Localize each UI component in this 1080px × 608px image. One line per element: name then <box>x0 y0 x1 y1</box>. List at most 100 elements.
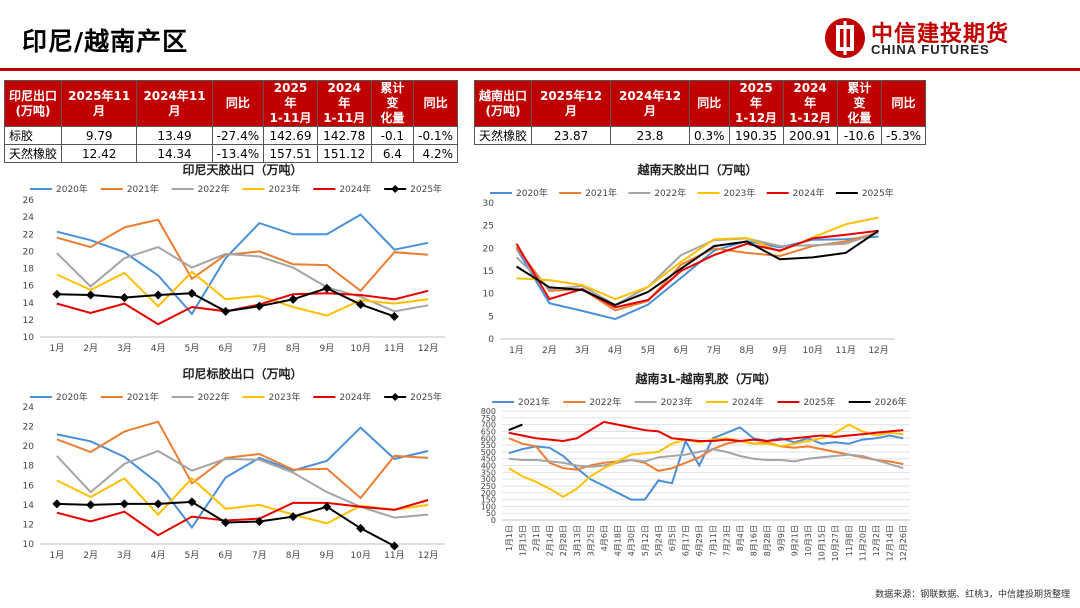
y-tick-label: 800 <box>481 407 496 416</box>
legend-label: 2024年 <box>732 396 764 408</box>
x-tick-label: 7月 <box>252 550 267 561</box>
y-tick-label: 16 <box>23 481 35 491</box>
data-point-marker <box>119 293 129 303</box>
legend-label: 2023年 <box>269 391 301 403</box>
vietnam-natural-rubber-export-chart: 越南天胶出口（万吨） 2020年 2021年 2022年 2023年 2024年 2025年… <box>483 162 895 356</box>
x-tick-label: 7月23日 <box>722 525 731 556</box>
table-cell: 151.12 <box>316 144 372 163</box>
legend-label: 2025年 <box>410 391 442 403</box>
vietnam-export-table: 越南出口 (万吨) 2025年12月 2024年12月 同比 2025年 1-12月 2024… <box>473 80 926 145</box>
data-source-note: 数据来源：钢联数据、红桃3，中信建投期货整理 <box>875 590 1070 600</box>
data-point-marker <box>52 499 62 509</box>
table-cell: 9.79 <box>61 126 138 145</box>
x-tick-label: 12月2日 <box>872 525 881 556</box>
legend-label: 2022年 <box>198 391 230 403</box>
x-tick-label: 2月14日 <box>546 525 555 556</box>
citic-logo-icon <box>825 18 865 58</box>
x-tick-label: 10月 <box>350 343 370 354</box>
x-tick-label: 3月25日 <box>586 525 595 556</box>
x-tick-label: 4月30日 <box>627 525 636 556</box>
y-tick-label: 700 <box>481 421 496 430</box>
x-tick-label: 1月 <box>50 343 65 354</box>
y-tick-label: 14 <box>23 299 35 309</box>
x-tick-label: 6月17日 <box>682 525 691 556</box>
x-tick-label: 4月 <box>151 550 166 561</box>
data-point-marker <box>221 306 231 316</box>
table-cell: -27.4% <box>211 126 265 145</box>
table-header-cell: 2024年12月 <box>610 80 691 127</box>
data-point-marker <box>356 523 366 533</box>
series-line <box>56 270 429 317</box>
y-tick-label: 18 <box>23 265 35 275</box>
x-tick-label: 9月 <box>320 550 335 561</box>
x-tick-label: 5月24日 <box>654 525 663 556</box>
x-tick-label: 6月5日 <box>668 525 677 551</box>
data-point-marker <box>389 311 399 321</box>
table-header-cell: 2024年 1-12月 <box>782 80 838 127</box>
y-tick-label: 600 <box>481 434 496 443</box>
y-tick-label: 5 <box>488 312 494 322</box>
x-tick-label: 6月 <box>218 550 233 561</box>
table-header-cell: 同比 <box>881 80 926 127</box>
x-tick-label: 11月 <box>384 550 404 561</box>
x-tick-label: 12月26日 <box>899 525 908 561</box>
y-tick-label: 24 <box>23 403 35 413</box>
data-point-marker <box>389 541 399 551</box>
x-tick-label: 6月 <box>674 345 689 356</box>
y-tick-label: 26 <box>23 196 35 206</box>
y-tick-label: 750 <box>481 414 496 423</box>
y-tick-label: 10 <box>483 290 495 300</box>
data-point-marker <box>153 499 163 509</box>
table-cell: 天然橡胶 <box>473 126 533 145</box>
y-tick-label: 250 <box>481 482 496 491</box>
x-tick-label: 1月1日 <box>505 525 514 551</box>
table-cell: 标胶 <box>3 126 63 145</box>
table-row: 天然橡胶 12.42 14.34 -13.4% 157.51 151.12 6.4 4.2% <box>3 144 458 163</box>
series-line <box>508 420 904 443</box>
x-tick-label: 8月 <box>286 550 301 561</box>
x-tick-label: 10月3日 <box>804 525 813 556</box>
table-header-cell: 印尼出口 (万吨) <box>3 80 63 127</box>
x-tick-label: 12月 <box>418 550 438 561</box>
series-line <box>56 246 429 313</box>
series-line <box>515 231 879 307</box>
y-tick-label: 50 <box>486 509 496 518</box>
series-line <box>56 218 429 293</box>
table-header-cell: 越南出口 (万吨) <box>473 80 533 127</box>
x-tick-label: 5月 <box>185 550 200 561</box>
indonesia-natural-rubber-export-chart: 印尼天胶出口（万吨） 2020年 2021年 2022年 2023年 2024年 2025年… <box>23 162 445 354</box>
legend-label: 2020年 <box>516 187 548 199</box>
chart-title: 越南天胶出口（万吨） <box>636 162 757 177</box>
y-tick-label: 22 <box>23 230 34 240</box>
x-tick-label: 6月 <box>218 343 233 354</box>
x-tick-label: 3月 <box>117 550 132 561</box>
x-tick-label: 12月 <box>418 343 438 354</box>
y-tick-label: 350 <box>481 468 496 477</box>
legend-label: 2026年 <box>875 396 907 408</box>
table-cell: 13.49 <box>136 126 213 145</box>
x-tick-label: 9月9日 <box>777 525 786 551</box>
legend-label: 2025年 <box>803 396 835 408</box>
legend-label: 2022年 <box>589 396 621 408</box>
vietnam-3l-latex-chart: 越南3L-越南乳胶（万吨） 2021年 2022年 2023年 2024年 2025年 20… <box>481 371 910 561</box>
x-tick-label: 8月28日 <box>763 525 772 556</box>
x-tick-label: 9月21日 <box>790 525 799 556</box>
x-tick-label: 9月 <box>320 343 335 354</box>
x-tick-label: 11月 <box>835 345 855 356</box>
legend-label: 2025年 <box>410 183 442 195</box>
data-point-marker <box>254 301 264 311</box>
y-tick-label: 550 <box>481 441 496 450</box>
legend-label: 2024年 <box>339 391 371 403</box>
y-tick-label: 30 <box>483 199 495 209</box>
data-point-marker <box>288 294 298 304</box>
table-cell: 200.91 <box>782 126 838 145</box>
y-tick-label: 0 <box>491 516 496 525</box>
x-tick-label: 1月 <box>50 550 65 561</box>
table-cell: 23.87 <box>531 126 612 145</box>
x-tick-label: 4月18日 <box>614 525 623 556</box>
x-tick-label: 4月 <box>151 343 166 354</box>
table-row: 天然橡胶 23.87 23.8 0.3% 190.35 200.91 -10.6 -5.3% <box>473 126 926 145</box>
y-tick-label: 20 <box>483 244 495 254</box>
data-point-marker <box>52 289 62 299</box>
y-tick-label: 450 <box>481 455 496 464</box>
